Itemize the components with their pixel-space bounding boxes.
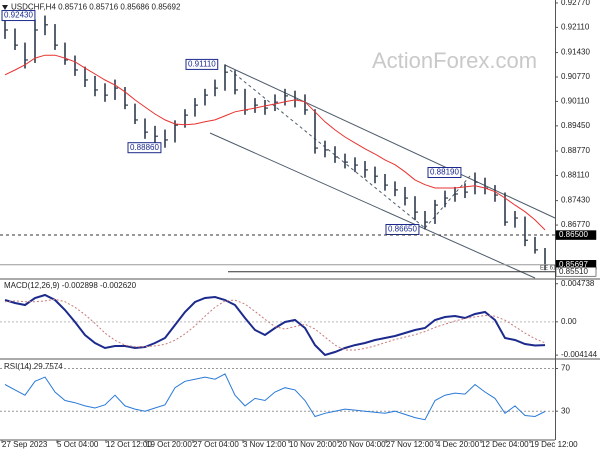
x-tick-label: 3 Nov 12:00 — [243, 440, 287, 449]
indicator-line — [4, 54, 546, 231]
y-tick-label: 0.86770 — [561, 220, 590, 229]
y-tick-label: -0.004144 — [561, 350, 598, 359]
level-box — [555, 266, 597, 277]
indicator-line — [4, 373, 546, 421]
annotation-label: 0.88190 — [430, 168, 459, 177]
macd-title: MACD(12,26,9) -0.002898 -0.002620 — [4, 281, 137, 290]
y-tick-label: 0.92110 — [561, 23, 590, 32]
annotation-label: 0.88860 — [130, 143, 159, 152]
annotation-box — [127, 142, 162, 154]
rsi-title: RSI(14) 29.7574 — [4, 362, 63, 371]
y-tick-label: 0.89450 — [561, 121, 590, 130]
x-tick-label: 12 Dec 04:00 — [481, 440, 529, 449]
price-annotation: 0.92430 — [1, 10, 36, 22]
price-annotation: 0.88860 — [127, 142, 162, 154]
watermark: ActionForex.com — [372, 48, 537, 73]
y-tick-label: 0.88110 — [561, 171, 590, 180]
level-label: 0.85697 — [559, 260, 588, 269]
x-tick-label: 19 Oct 20:00 — [146, 440, 192, 449]
annotation-label: 0.86650 — [388, 225, 417, 234]
annotation-label: 0.91110 — [188, 60, 216, 69]
y-tick-label: 0.00 — [561, 317, 577, 326]
annotation-box — [385, 224, 420, 236]
price-annotation: 0.91110 — [185, 58, 219, 70]
indicator-line — [4, 293, 546, 357]
price-annotation: 0.86650 — [385, 224, 420, 236]
x-tick-label: 12 Oct 12:00 — [106, 440, 152, 449]
y-tick-label: 70 — [561, 364, 570, 373]
y-tick-label: 30 — [561, 406, 570, 415]
chart-title: USDCHF,H4 0.85716 0.85716 0.85686 0.8569… — [11, 3, 181, 12]
title-icon — [2, 5, 8, 10]
price-annotation: 0.88190 — [427, 167, 462, 179]
channel-lower — [209, 132, 536, 279]
level-label: 0.85510 — [559, 267, 588, 276]
y-tick-label: 0.92770 — [561, 0, 590, 7]
y-tick-label: 0.91430 — [561, 48, 590, 57]
level-box — [555, 230, 597, 240]
level-label: 0.86500 — [559, 230, 588, 239]
trendlines — [209, 64, 556, 279]
y-tick-label: 0.90110 — [561, 97, 590, 106]
annotation-box — [427, 167, 462, 179]
x-tick-label: 27 Sep 2023 — [2, 440, 48, 449]
indicator-line — [4, 298, 546, 351]
y-tick-label: 0.88770 — [561, 146, 590, 155]
x-tick-label: 27 Oct 04:00 — [193, 440, 239, 449]
y-tick-label: 0.87430 — [561, 196, 590, 205]
annotation-box — [185, 58, 219, 70]
level-note: EE 61.8 — [540, 265, 562, 271]
x-tick-label: 27 Nov 12:00 — [386, 440, 434, 449]
x-tick-label: 19 Dec 12:00 — [530, 440, 578, 449]
y-tick-label: 0.90770 — [561, 72, 590, 81]
x-tick-label: 4 Dec 20:00 — [436, 440, 480, 449]
channel-upper — [224, 64, 556, 219]
x-tick-label: 20 Nov 04:00 — [338, 440, 386, 449]
annotation-label: 0.92430 — [4, 11, 33, 20]
x-tick-label: 5 Oct 04:00 — [57, 440, 99, 449]
annotation-box — [1, 10, 36, 22]
x-tick-label: 10 Nov 20:00 — [289, 440, 337, 449]
y-tick-label: 0.004738 — [561, 279, 595, 288]
